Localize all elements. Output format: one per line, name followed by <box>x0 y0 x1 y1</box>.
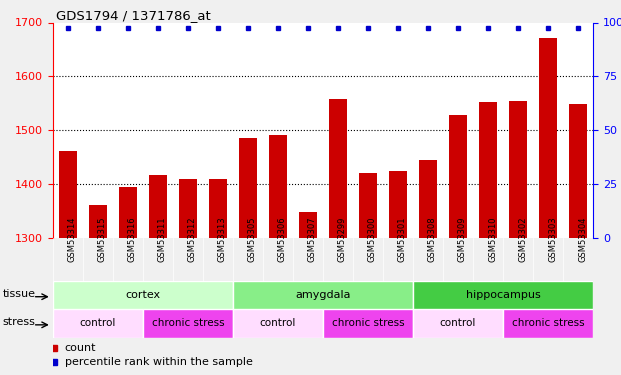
Text: GSM53314: GSM53314 <box>68 216 77 262</box>
Bar <box>239 138 257 238</box>
Bar <box>389 171 407 238</box>
Bar <box>89 205 107 238</box>
Text: GSM53301: GSM53301 <box>398 216 407 262</box>
Bar <box>143 309 233 338</box>
Bar <box>179 179 197 238</box>
Text: chronic stress: chronic stress <box>152 318 224 328</box>
Bar <box>323 309 413 338</box>
Bar <box>53 309 143 338</box>
Text: GSM53313: GSM53313 <box>218 216 227 262</box>
Text: GSM53312: GSM53312 <box>188 216 197 262</box>
Bar <box>119 187 137 238</box>
Text: GSM53299: GSM53299 <box>338 216 347 262</box>
Bar <box>479 102 497 238</box>
Text: GSM53316: GSM53316 <box>128 216 137 262</box>
Text: GSM53307: GSM53307 <box>308 216 317 262</box>
Bar <box>539 38 557 238</box>
Bar <box>449 115 467 238</box>
Text: percentile rank within the sample: percentile rank within the sample <box>65 357 253 368</box>
Text: GSM53305: GSM53305 <box>248 216 257 262</box>
Text: GSM53310: GSM53310 <box>488 216 497 262</box>
Text: cortex: cortex <box>125 290 160 300</box>
Text: GSM53304: GSM53304 <box>578 216 587 262</box>
Text: GSM53311: GSM53311 <box>158 216 167 262</box>
Bar <box>329 99 347 238</box>
Bar <box>59 151 77 238</box>
Bar <box>503 309 593 338</box>
Text: count: count <box>65 343 96 353</box>
Bar <box>53 281 233 309</box>
Bar <box>413 281 593 309</box>
Text: amygdala: amygdala <box>295 290 351 300</box>
Text: GSM53309: GSM53309 <box>458 216 467 262</box>
Bar <box>359 173 377 238</box>
Text: control: control <box>440 318 476 328</box>
Text: GSM53302: GSM53302 <box>518 216 527 262</box>
Bar <box>299 212 317 238</box>
Text: GSM53306: GSM53306 <box>278 216 287 262</box>
Bar <box>269 135 287 238</box>
Bar <box>149 174 167 238</box>
Bar <box>413 309 503 338</box>
Text: control: control <box>260 318 296 328</box>
Bar <box>233 281 413 309</box>
Text: control: control <box>79 318 116 328</box>
Bar <box>209 179 227 238</box>
Text: hippocampus: hippocampus <box>466 290 540 300</box>
Text: GSM53315: GSM53315 <box>98 216 107 262</box>
Text: stress: stress <box>2 317 35 327</box>
Bar <box>509 100 527 238</box>
Text: chronic stress: chronic stress <box>512 318 584 328</box>
Text: GSM53303: GSM53303 <box>548 216 557 262</box>
Bar <box>233 309 323 338</box>
Text: chronic stress: chronic stress <box>332 318 404 328</box>
Bar <box>419 160 437 238</box>
Text: GSM53300: GSM53300 <box>368 216 377 262</box>
Text: GSM53308: GSM53308 <box>428 216 437 262</box>
Text: tissue: tissue <box>2 289 35 299</box>
Text: GDS1794 / 1371786_at: GDS1794 / 1371786_at <box>56 9 211 22</box>
Bar <box>569 104 587 238</box>
